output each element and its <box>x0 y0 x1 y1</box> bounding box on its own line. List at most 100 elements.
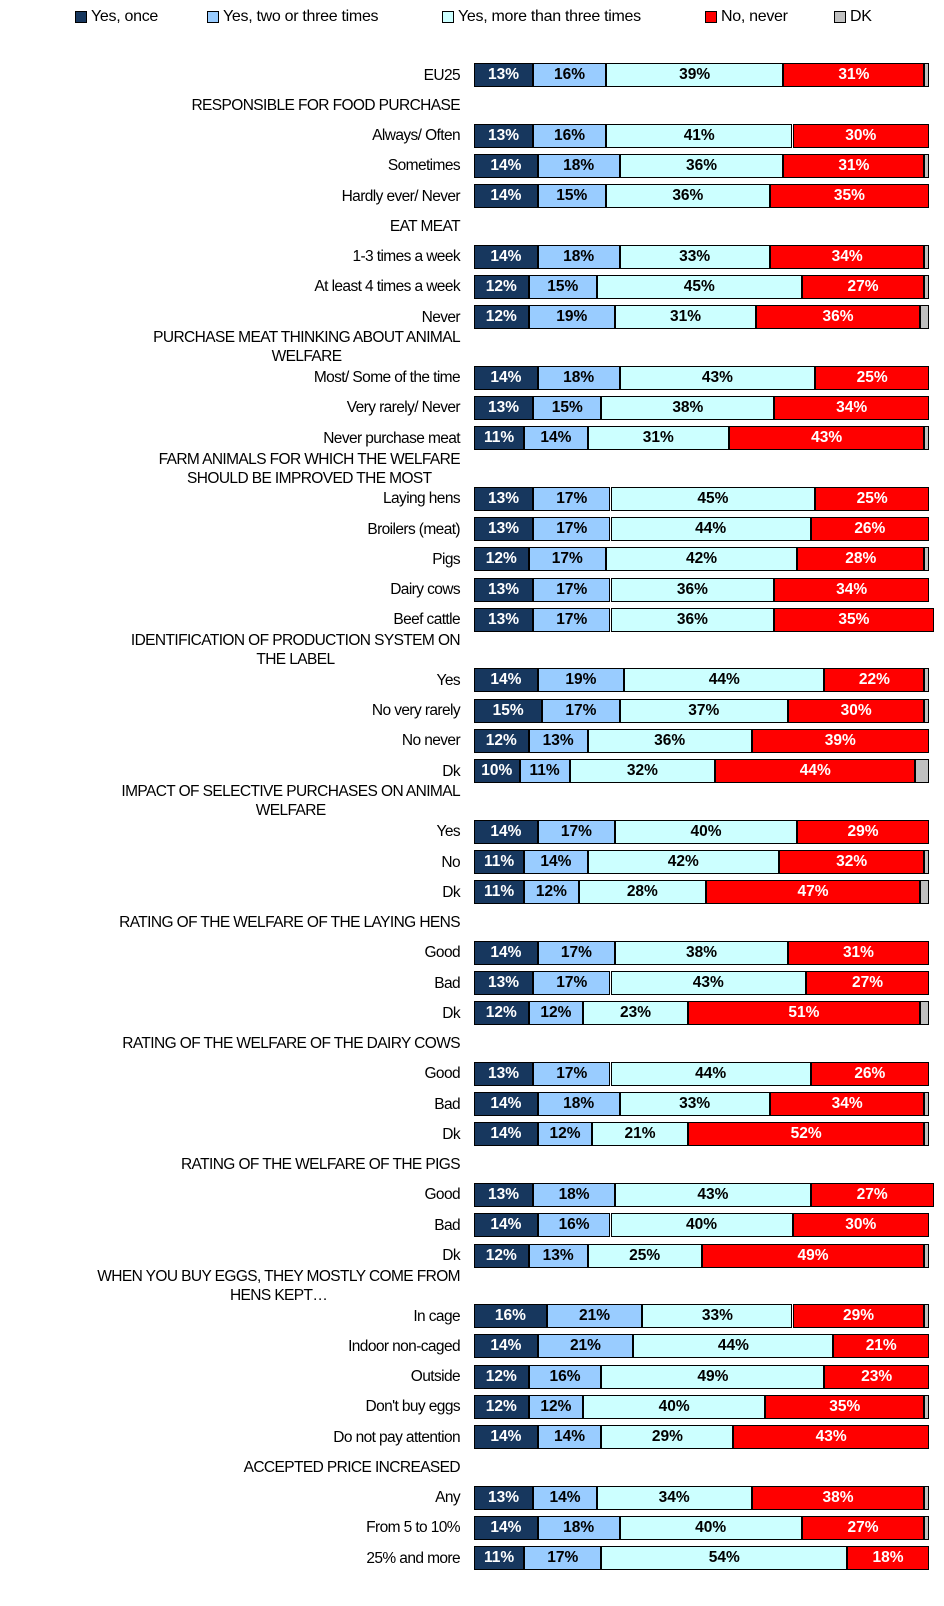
row-label: Beef cattle <box>393 605 460 635</box>
bar-segment <box>924 850 929 875</box>
bar-segment: 52% <box>687 1122 925 1147</box>
value-label: 36% <box>822 308 854 326</box>
bar-segment <box>924 426 929 451</box>
value-label: 21% <box>624 1125 656 1143</box>
row-label-text: EAT MEAT <box>389 217 461 235</box>
bar-segment: 15% <box>533 395 602 420</box>
bar-segment: 11% <box>519 759 570 784</box>
value-label: 28% <box>626 883 658 901</box>
value-label: 29% <box>651 1428 683 1446</box>
value-label: 17% <box>556 974 588 992</box>
bar-segment: 18% <box>533 1182 616 1207</box>
bar-segment: 12% <box>528 1001 584 1026</box>
row-label: Laying hens <box>383 484 461 514</box>
value-label: 13% <box>488 126 520 144</box>
row-label-text: RESPONSIBLE FOR FOOD PURCHASE <box>191 96 460 114</box>
bar-segment: 31% <box>615 305 757 330</box>
bar-segment: 38% <box>601 395 775 420</box>
bar-segment: 14% <box>524 426 588 451</box>
bar-segment: 14% <box>474 1425 538 1450</box>
bar-segment <box>924 1485 929 1510</box>
row-label: Bad <box>434 968 460 998</box>
row-label: EAT MEAT <box>389 211 461 241</box>
bar-segment: 14% <box>474 819 538 844</box>
bar-segment: 18% <box>537 153 620 178</box>
value-label: 40% <box>690 822 722 840</box>
row-label: Always/ Often <box>372 121 460 151</box>
row-label-text: Indoor non-caged <box>348 1337 461 1355</box>
row-label-text: 25% and more <box>366 1549 460 1567</box>
row-label: Dk <box>442 1241 460 1271</box>
bar-segment: 37% <box>619 698 788 723</box>
bar-segment: 43% <box>728 426 925 451</box>
row-label: Yes <box>437 817 461 847</box>
value-label: 30% <box>840 701 872 719</box>
bar-segment: 14% <box>474 1122 538 1147</box>
legend-swatch <box>442 11 454 23</box>
bar-segment <box>924 1304 929 1329</box>
value-label: 18% <box>558 1185 590 1203</box>
bar-segment: 11% <box>474 1546 525 1571</box>
bar-segment: 30% <box>787 698 925 723</box>
bar-segment <box>924 1394 929 1419</box>
bar-segment: 17% <box>533 577 611 602</box>
value-label: 39% <box>824 731 856 749</box>
bar-segment: 13% <box>474 971 534 996</box>
value-label: 15% <box>492 701 524 719</box>
bar-segment: 36% <box>756 305 920 330</box>
value-label: 19% <box>556 308 588 326</box>
value-label: 35% <box>833 187 865 205</box>
bar-segment: 17% <box>524 1546 602 1571</box>
row-label: Dairy cows <box>390 575 460 605</box>
row-label: WHEN YOU BUY EGGS, THEY MOSTLY COME FROM… <box>97 1268 460 1304</box>
value-label: 44% <box>717 1337 749 1355</box>
bar-segment: 12% <box>474 547 529 572</box>
bar-segment: 29% <box>792 1304 925 1329</box>
bar-segment: 25% <box>815 365 929 390</box>
row-label-text: Outside <box>410 1368 461 1386</box>
value-label: 26% <box>854 1064 886 1082</box>
row-label-text: Never <box>421 308 461 326</box>
bar-segment: 14% <box>474 153 538 178</box>
value-label: 15% <box>547 277 579 295</box>
value-label: 33% <box>679 247 711 265</box>
value-label: 12% <box>540 1004 572 1022</box>
bar-segment: 38% <box>751 1485 925 1510</box>
bar-segment: 27% <box>810 1182 934 1207</box>
value-label: 49% <box>697 1367 729 1385</box>
row-label: Most/ Some of the time <box>314 363 461 393</box>
row-label: Very rarely/ Never <box>347 393 461 423</box>
legend-label: Yes, more than three times <box>458 8 641 25</box>
bar-segment: 17% <box>542 698 620 723</box>
bar-segment: 40% <box>619 1515 802 1540</box>
bar-segment: 35% <box>774 607 934 632</box>
bar-segment: 27% <box>806 971 929 996</box>
bar-segment: 14% <box>474 668 538 693</box>
bar-segment: 40% <box>610 1213 793 1238</box>
bar-segment <box>924 153 929 178</box>
bar-segment: 18% <box>537 1092 620 1117</box>
value-label: 14% <box>490 187 522 205</box>
value-label: 27% <box>852 974 884 992</box>
value-label: 10% <box>481 762 513 780</box>
row-label-text: Yes <box>436 671 461 689</box>
value-label: 39% <box>679 66 711 83</box>
legend-item: Yes, two or three times <box>207 8 379 26</box>
value-label: 13% <box>488 398 520 416</box>
bar-segment: 32% <box>569 759 716 784</box>
row-label-text: Dk <box>442 1125 460 1143</box>
value-label: 13% <box>488 1488 520 1506</box>
bar-segment: 14% <box>474 1092 538 1117</box>
bar-segment: 14% <box>537 1425 602 1450</box>
value-label: 14% <box>490 671 522 689</box>
value-label: 21% <box>569 1337 601 1355</box>
value-label: 17% <box>556 489 588 507</box>
value-label: 11% <box>529 762 560 780</box>
value-label: 43% <box>692 974 724 992</box>
bar-segment: 35% <box>769 184 929 209</box>
row-label-text: Beef cattle <box>393 611 460 629</box>
value-label: 26% <box>854 520 886 538</box>
value-label: 43% <box>815 1428 847 1446</box>
bar-segment: 28% <box>797 547 925 572</box>
row-label-text: Bad <box>434 1216 460 1234</box>
